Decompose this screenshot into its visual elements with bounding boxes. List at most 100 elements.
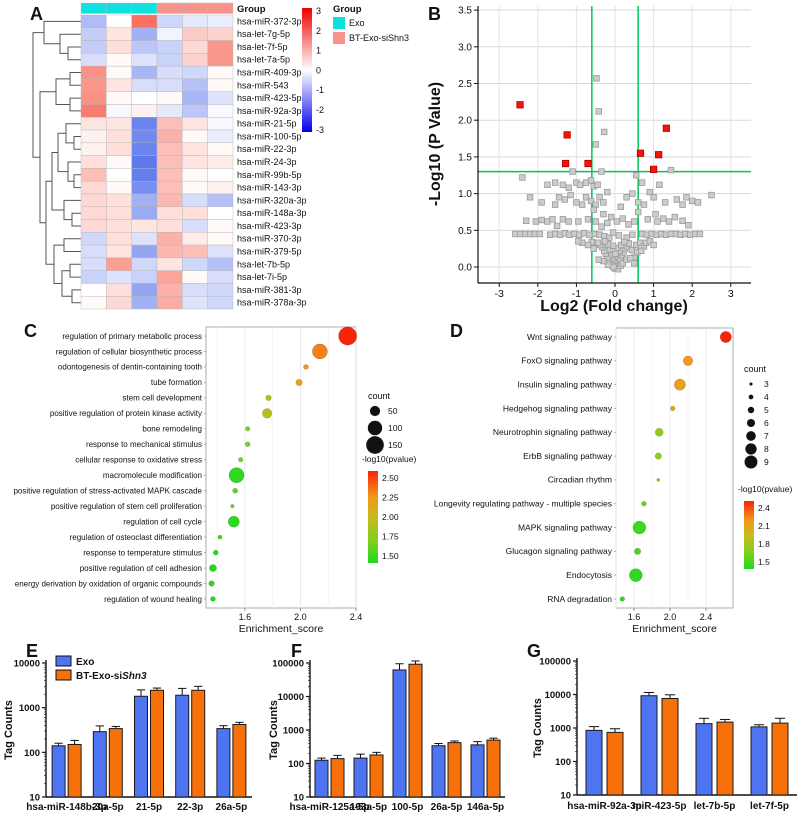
heatmap-row-label: hsa-miR-543 xyxy=(237,80,289,90)
heatmap-cell xyxy=(207,296,234,310)
count-legend-label: 5 xyxy=(764,405,769,415)
data-point-nonsignificant xyxy=(650,241,657,249)
panel-f-barchart: 100000 10000 1000 100 10 Tag Counts hsa-miR-12… xyxy=(268,659,505,813)
data-point-nonsignificant xyxy=(601,238,609,245)
data-point-nonsignificant xyxy=(644,216,652,223)
data-point-nonsignificant xyxy=(607,213,615,221)
x-axis-tick-label: -1 xyxy=(572,288,581,300)
heatmap-cell xyxy=(207,117,234,131)
count-legend-title: count xyxy=(744,364,767,374)
data-point-nonsignificant xyxy=(612,250,619,257)
bar-bt-exo xyxy=(716,721,734,796)
heatmap-cell xyxy=(80,283,107,297)
data-point-nonsignificant xyxy=(551,201,559,208)
group-legend-label: BT-Exo-siShn3 xyxy=(349,33,409,43)
heatmap-cell xyxy=(106,193,132,207)
count-legend-label: 9 xyxy=(764,457,769,467)
data-point-nonsignificant xyxy=(621,238,628,246)
enrichment-dot xyxy=(719,331,732,343)
count-legend-label: 50 xyxy=(388,406,398,416)
term-label: response to temperature stimulus xyxy=(83,548,202,557)
term-label: RNA degradation xyxy=(547,594,612,604)
heatmap-cell xyxy=(156,180,183,195)
panel-d-label: D xyxy=(450,321,463,341)
data-point-nonsignificant xyxy=(646,188,653,196)
data-point-nonsignificant xyxy=(559,181,567,188)
heatmap-cell xyxy=(131,244,158,259)
term-label: positive regulation of stress-activated … xyxy=(13,487,202,496)
data-point-nonsignificant xyxy=(538,216,545,224)
heatmap-cell xyxy=(182,40,208,54)
data-point-nonsignificant xyxy=(650,194,657,201)
heatmap-cell xyxy=(156,91,183,105)
heatmap-cell xyxy=(80,193,107,207)
pvalue-legend-gradient xyxy=(368,471,378,563)
data-point-nonsignificant xyxy=(708,191,715,199)
x-axis-tick-label: 1.6 xyxy=(239,612,252,622)
heatmap-cell xyxy=(182,129,208,144)
data-point-nonsignificant xyxy=(565,218,572,225)
data-point-nonsignificant xyxy=(565,184,572,191)
heatmap-cell xyxy=(131,14,158,28)
panel-d-dotplot: Wnt signaling pathway FoxO signaling path… xyxy=(434,327,793,635)
data-point-nonsignificant xyxy=(600,128,608,136)
term-label: Longevity regulating pathway - multiple … xyxy=(434,499,612,509)
dendrogram-branch xyxy=(73,174,81,189)
heatmap-cell xyxy=(80,296,107,310)
data-point-nonsignificant xyxy=(592,218,599,225)
enrichment-dot xyxy=(208,580,215,587)
term-label: macromolecule modification xyxy=(103,471,202,480)
heatmap-cell xyxy=(131,296,158,310)
heatmap-cell xyxy=(182,168,208,182)
data-point-nonsignificant xyxy=(594,181,601,188)
term-label: stem cell development xyxy=(122,394,202,403)
enrichment-dot xyxy=(654,452,662,460)
bar-exo xyxy=(314,759,329,798)
x-axis-tick-label: 2.4 xyxy=(700,612,713,622)
heatmap-row-label: hsa-miR-381-3p xyxy=(237,285,302,295)
bar-exo xyxy=(470,744,485,798)
y-axis-tick-label: 1000 xyxy=(19,703,40,714)
x-category-label: 100-5p xyxy=(392,802,424,813)
heatmap-cell xyxy=(182,283,208,297)
x-axis-title: Log2 (Fold change) xyxy=(540,298,688,315)
heatmap-row-label: hsa-miR-370-3p xyxy=(237,234,302,244)
heatmap-cell xyxy=(156,27,183,41)
dendrogram-branch xyxy=(73,136,81,150)
bar-exo xyxy=(92,731,107,798)
y-axis-tick-label: 1000 xyxy=(283,726,304,737)
colorbar-tick-label: -3 xyxy=(316,125,324,135)
panel-g-barchart: 100000 10000 1000 100 10 Tag Counts hsa-miR-92… xyxy=(532,657,797,812)
term-label: tube formation xyxy=(151,378,202,387)
data-point-nonsignificant xyxy=(551,179,559,186)
plot-box xyxy=(205,326,357,609)
data-point-nonsignificant xyxy=(631,218,638,225)
heatmap-cell xyxy=(131,232,158,246)
heatmap-cell xyxy=(106,53,132,67)
heatmap-cell xyxy=(207,78,234,92)
enrichment-dot xyxy=(245,426,251,432)
dendrogram-branch xyxy=(43,20,81,45)
data-point-nonsignificant xyxy=(536,230,543,238)
bar-exo xyxy=(750,726,768,796)
x-category-label: hsa-miR-125a-5p xyxy=(289,802,369,813)
heatmap-cell xyxy=(106,117,132,131)
data-point-nonsignificant xyxy=(553,222,561,230)
heatmap-cell xyxy=(106,155,132,169)
y-axis-tick-label: 10000 xyxy=(545,690,571,701)
data-point-nonsignificant xyxy=(575,238,582,245)
data-point-nonsignificant xyxy=(593,75,600,82)
data-point-nonsignificant xyxy=(634,208,642,216)
heatmap-cell xyxy=(207,244,234,259)
data-point-nonsignificant xyxy=(617,203,624,211)
heatmap-cell xyxy=(156,78,183,92)
heatmap-cell xyxy=(182,232,208,246)
data-point-nonsignificant xyxy=(555,194,563,201)
data-point-nonsignificant xyxy=(654,218,661,225)
data-point-nonsignificant xyxy=(638,179,646,186)
y-axis-title: Tag Counts xyxy=(532,698,544,758)
group-legend-swatch xyxy=(333,32,345,44)
enrichment-dot xyxy=(238,457,244,463)
enrichment-dot xyxy=(212,549,219,556)
data-point-nonsignificant xyxy=(629,190,636,197)
